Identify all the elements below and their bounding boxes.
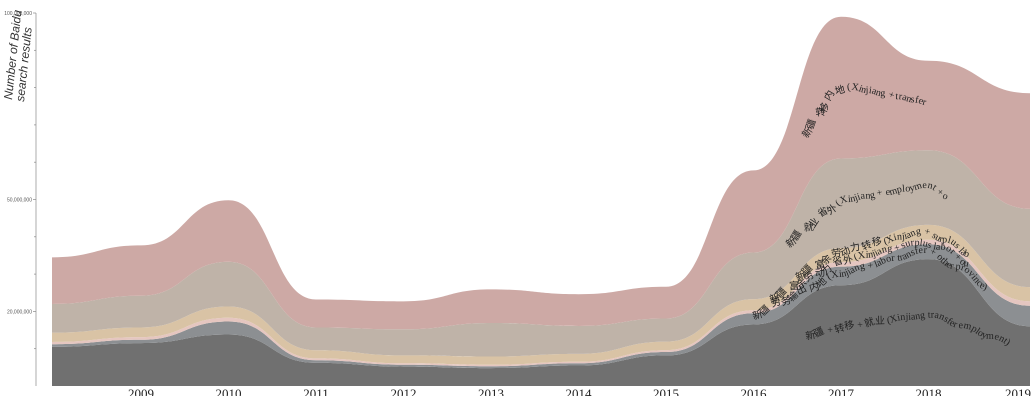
area-series-3	[52, 224, 1030, 365]
area-series-1	[52, 244, 1030, 369]
x-tick-label: 2013	[478, 386, 504, 396]
x-axis: 2009 2010 2011 2012 2013 2014 2015 2016 2017 2018…	[128, 386, 1031, 401]
x-tick-label: 2011	[303, 386, 329, 396]
x-tick-label: 2016	[741, 386, 768, 396]
x-tick-label: 2018	[916, 386, 942, 396]
band-label-0: 新疆 转移 内地 (Xinjiang + transfer + other pr…	[0, 0, 928, 140]
x-tick-label: 2014	[566, 386, 593, 396]
y-tick-label: 50,000,000	[7, 198, 32, 204]
y-axis: 100,000,000 50,000,000 20,000,000	[4, 11, 37, 386]
x-tick-label: 2015	[653, 386, 679, 396]
x-tick-label: 2009	[128, 386, 154, 396]
x-tick-label: 2012	[391, 386, 417, 396]
area-layer	[52, 16, 1030, 386]
x-tick-label: 2019	[1005, 386, 1031, 396]
y-tick-label: 20,000,000	[7, 309, 32, 315]
x-tick-label: 2010	[216, 386, 242, 396]
area-series-4	[52, 150, 1030, 357]
area-series-0	[52, 259, 1030, 386]
y-tick-label: 100,000,000	[4, 11, 32, 17]
x-tick-label: 2017	[828, 386, 855, 396]
